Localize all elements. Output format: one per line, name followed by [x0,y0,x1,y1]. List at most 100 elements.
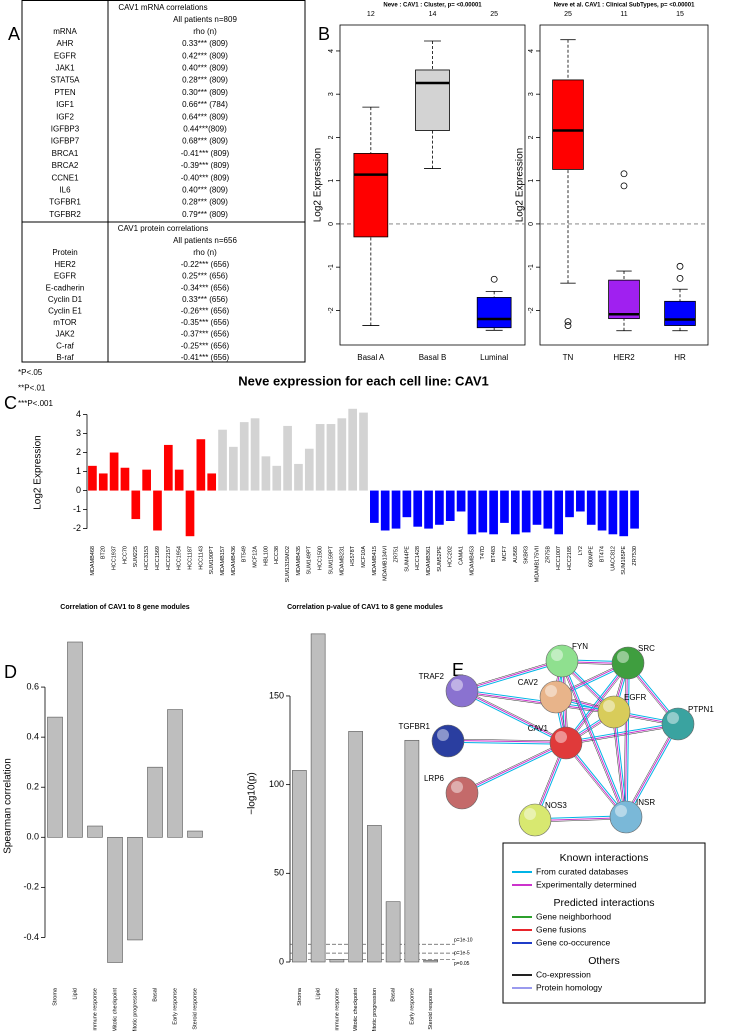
bar [283,425,292,491]
network-edge [562,660,628,817]
x-tick-label: SUM1315MO2 [285,546,291,582]
x-tick-label: MDAMB134VI [383,546,389,581]
bar [87,825,103,838]
table-cell: -0.34*** (656) [181,283,230,292]
box [664,300,696,326]
network-node [661,707,695,741]
x-tick-label: Basal B [419,353,447,362]
network-edge [461,659,562,691]
network-edge [565,722,678,743]
table-cell: TGFBR1 [49,198,81,207]
bar [500,490,509,523]
bar [424,490,433,529]
x-tick-label: ZR75B [545,546,551,563]
x-tick-label: TN [563,353,574,362]
x-tick-label: SUM190PT [209,545,215,574]
y-tick-label: 3 [328,92,335,96]
x-tick-label: MCF7 [502,546,508,561]
x-tick-label: ZR751 [393,546,399,563]
x-tick-label: SUM149PT [307,545,313,574]
bar [67,641,83,838]
x-tick-label: HCC1187 [187,546,193,570]
node-label: EGFR [624,693,646,702]
legend-heading: Known interactions [560,852,649,864]
x-tick-label: Stroma [52,987,58,1006]
table-cell: PTEN [54,88,76,97]
bar [326,424,336,491]
network-edge [625,723,678,817]
x-tick-label: MDAMB453 [469,546,475,576]
x-tick-label: LY2 [578,546,584,555]
table-cell: 0.44***(809) [183,125,227,134]
y-tick-label: -0.2 [23,882,39,892]
network-edge [462,743,567,795]
network-edge [461,692,614,715]
x-tick-label: HCC1500 [318,546,324,570]
bar [413,490,423,527]
y-tick-label: -1 [73,504,81,514]
y-tick-label: 0 [279,956,284,966]
node-label: CAV2 [518,678,539,687]
node-label: SRC [638,644,655,653]
y-tick-label: 150 [269,690,284,700]
box [552,79,584,170]
y-axis-label: −log10(p) [247,772,258,815]
table-subtitle: All patients n=656 [173,236,237,245]
x-tick-label: Basal [391,988,397,1002]
network-node [431,724,465,758]
table-cell: -0.39*** (809) [181,161,230,170]
x-tick-label: Basal [152,988,158,1002]
x-tick-label: ZR7530 [632,546,638,566]
y-tick-label: 2 [528,135,535,139]
bar [489,490,498,535]
legend-label: Co-expression [536,969,591,979]
y-tick-label: 0.0 [26,832,39,842]
count-label: 12 [367,11,375,18]
node-label: LRP6 [424,774,445,783]
plot-frame [339,24,526,346]
x-tick-label: HCC1937 [112,546,118,570]
network-edge [461,691,566,745]
table-cell: -0.41*** (656) [181,353,230,362]
x-tick-label: Immune response [92,988,98,1031]
x-tick-label: Luminal [480,353,508,362]
bar [218,429,227,491]
bar [359,412,368,491]
network-edge [462,690,567,743]
table-cell: -0.41*** (809) [181,149,230,158]
table-cell: -0.25*** (656) [181,341,230,350]
bar [142,469,151,491]
table-cell: IGF2 [56,112,74,121]
node-highlight [555,731,567,743]
outlier [564,318,572,326]
bar [250,418,260,491]
x-tick-label: Steroid response [428,988,434,1030]
x-tick-label: HCC38 [274,546,280,564]
x-tick-label: SUM52PE [437,546,443,572]
table-border [21,0,306,363]
table-cell: EGFR [54,51,76,60]
plot-frame [539,24,709,346]
y-axis-label: Log2 Expression [33,435,44,510]
network-edge [566,724,679,745]
table-cell: EGFR [54,272,76,281]
bar [185,490,195,537]
network-node [445,776,479,810]
chart-title: Correlation p-value of CAV1 to 8 gene mo… [287,604,443,611]
x-tick-label: Mitotic checkpoint [112,988,118,1031]
footnote: **P<.01 [18,384,46,393]
bar [608,490,618,535]
y-tick-label: 1 [528,179,535,183]
node-highlight [617,651,629,663]
bar [120,467,130,491]
bar [294,463,303,491]
node-highlight [603,700,615,712]
table-cell: 0.79*** (809) [182,210,228,219]
network-edge [614,711,628,817]
node-highlight [615,805,627,817]
table-cell: Cyclin D1 [48,295,83,304]
bar [229,446,238,491]
x-tick-label: BT483 [491,546,497,562]
table-column-header: rho (n) [193,248,217,257]
table-column-header: mRNA [53,27,77,36]
